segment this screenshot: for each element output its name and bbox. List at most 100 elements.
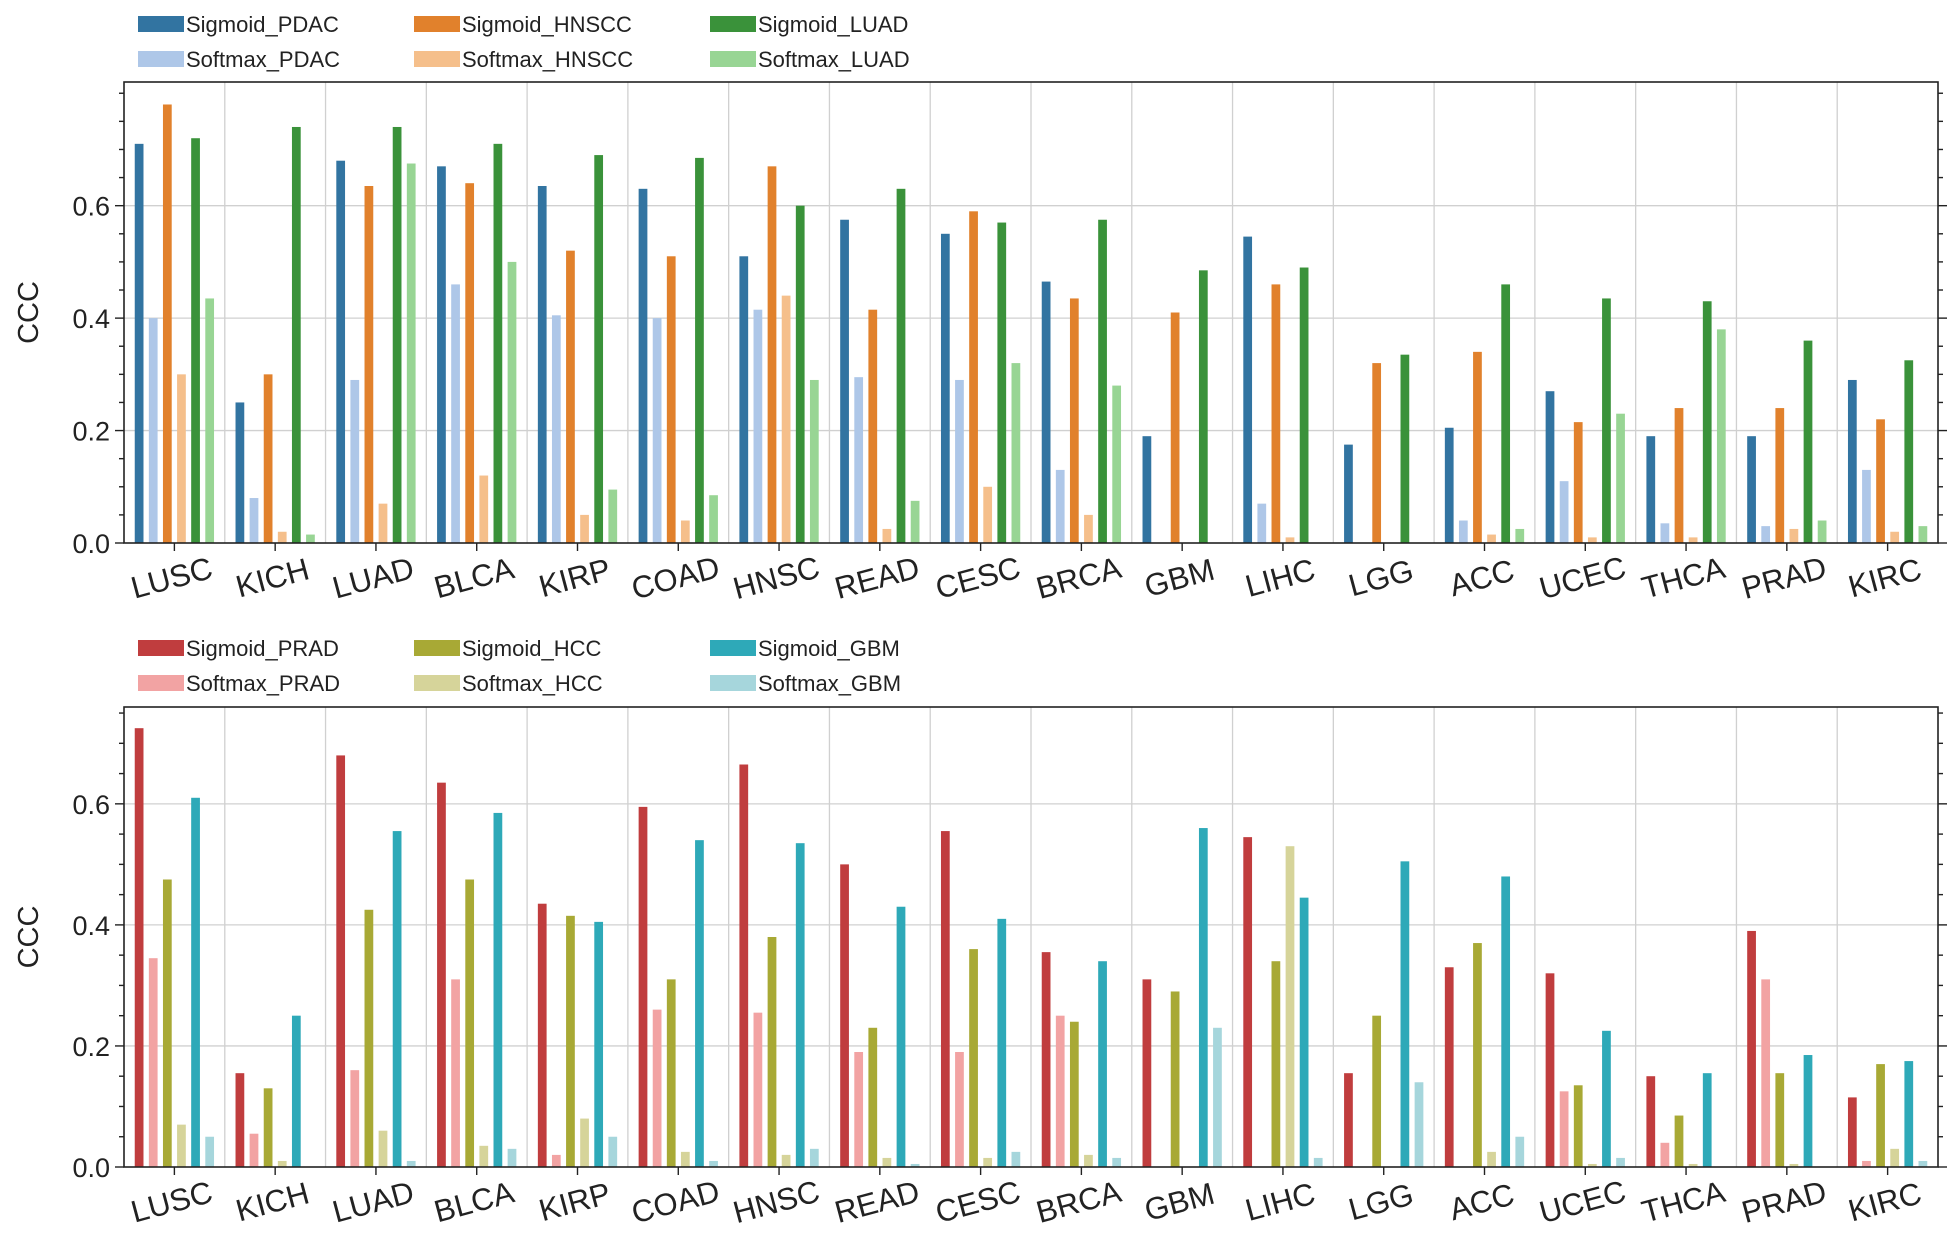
bar [177,1124,186,1167]
bar [983,1157,993,1167]
bar [1660,523,1670,543]
bar [1243,837,1253,1167]
bar [594,921,604,1167]
bar [1069,1021,1079,1167]
x-tick-label: KIRP [535,552,614,605]
bar [291,1015,301,1167]
bar [1271,284,1281,543]
bar [148,318,158,543]
bar [1112,385,1122,543]
bar [652,1009,662,1167]
bar [1646,1076,1656,1167]
bar [1862,469,1871,543]
legend-swatch [414,51,460,67]
bar [1616,1157,1625,1167]
bar [1372,1015,1382,1167]
bar [1602,298,1611,543]
x-tick-label: KICH [232,1175,313,1228]
bar [739,256,749,543]
bar [896,906,906,1167]
bar [249,1133,259,1167]
bar [537,186,547,543]
legend-label: Sigmoid_PRAD [186,636,339,661]
bar [1674,408,1684,543]
bar [1716,329,1726,543]
bar [1198,828,1208,1167]
legend-label: Softmax_PDAC [186,47,340,72]
x-tick-label: LGG [1345,1176,1417,1227]
bar [336,160,346,543]
bar [465,183,475,543]
bottom-chart-panel: 0.0 0.2 0.4 0.6 CCC LUSC KICH LUAD BLCA KIRP COAD H… [13,636,1947,1230]
bar [753,309,763,543]
x-tick-label: COAD [628,549,724,606]
x-tick-label: BRCA [1033,550,1126,606]
bar [1573,1085,1583,1167]
bar [1041,952,1051,1167]
bar [594,155,604,543]
legend-label: Sigmoid_HCC [462,636,601,661]
bar [1918,526,1928,543]
bar [795,205,805,543]
bar [1587,537,1597,543]
legend-swatch [710,16,756,32]
bar [695,840,704,1167]
bar [1299,897,1309,1167]
bar [1458,520,1468,543]
bar [1747,436,1756,543]
bar [263,1088,273,1167]
bar [910,500,920,543]
bar [1904,1061,1914,1167]
bar [493,143,503,543]
bar [1344,444,1353,543]
y-axis-label: CCC [13,906,45,969]
bar [162,104,172,544]
bar [854,1052,864,1167]
bar [1372,363,1382,543]
bar [1055,1015,1065,1167]
bar [739,764,749,1167]
x-tick-label: UCEC [1536,550,1630,607]
x-tick-label: READ [831,1174,923,1230]
bar [580,1118,589,1167]
bar [465,879,475,1167]
bar [809,1148,819,1167]
bar [437,782,446,1167]
legend-swatch [414,640,460,656]
x-tick-label: BRCA [1033,1174,1126,1230]
bar [162,879,172,1167]
bar [1890,531,1900,543]
bar [1646,436,1656,543]
bar [364,186,374,543]
bar [1011,363,1021,543]
bar [1573,422,1583,543]
bar [1876,419,1885,543]
bar [1702,1073,1712,1167]
bar [767,166,777,543]
bar [1918,1160,1928,1167]
bar [134,728,144,1167]
bar [1285,846,1295,1167]
bar [249,498,259,543]
x-tick-label: KICH [232,551,313,604]
bar [1170,991,1180,1167]
y-tick-label: 0.4 [72,911,110,941]
bar [1444,427,1454,543]
legend-label: Sigmoid_HNSCC [462,12,632,37]
bar [882,1157,892,1167]
legend-swatch [710,640,756,656]
bar [896,188,906,543]
bar [1688,537,1698,543]
axes-frame [123,81,1939,544]
bar [1257,503,1267,543]
bar [1313,1157,1323,1167]
bar [767,937,777,1167]
bar [263,374,273,543]
x-tick-label: COAD [628,1173,724,1230]
bar [1545,391,1555,543]
bar [406,163,416,543]
x-tick-label: GBM [1141,552,1218,604]
bar [1473,351,1482,543]
x-tick-label: LUSC [127,550,216,605]
bar [1761,979,1771,1167]
